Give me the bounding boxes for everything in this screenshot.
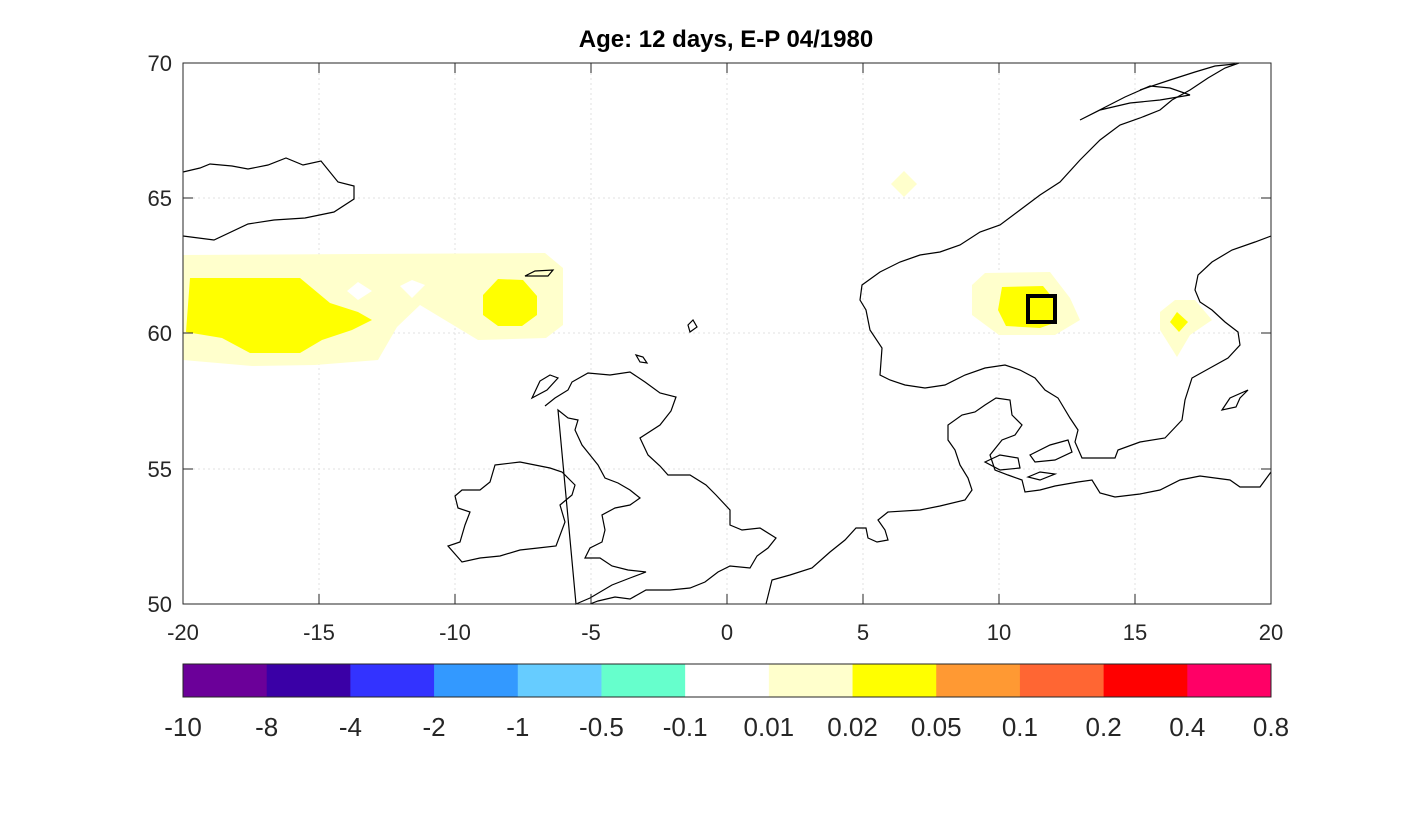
ireland-coast [446, 461, 576, 563]
map-title: Age: 12 days, E-P 04/1980 [578, 26, 874, 53]
colorbar-swatch [601, 664, 686, 697]
target-box-marker [1026, 294, 1057, 324]
colorbar-labels: -10 -8 -4 -2 -1 -0.5 -0.1 0.01 0.02 0.05 0.1 0.2 0.4… [164, 712, 1289, 742]
lolland-coast [1026, 471, 1058, 481]
y-tick-label: 65 [148, 186, 172, 211]
colorbar-frame [182, 663, 1272, 698]
gotland-coast [1220, 389, 1249, 411]
colorbar-label: 0.4 [1169, 712, 1205, 742]
x-tick-label: 10 [987, 620, 1011, 645]
continent-coast [765, 397, 1272, 605]
x-tick-label: -15 [303, 620, 335, 645]
colorbar-swatch [685, 664, 770, 697]
contour-light-sweden [1160, 300, 1212, 357]
colorbar-label: 0.2 [1086, 712, 1122, 742]
colorbar-swatch [517, 664, 602, 697]
zealand-coast [1029, 439, 1073, 463]
x-tick-labels: -20 -15 -10 -5 0 5 10 15 20 [167, 620, 1283, 645]
arctic-island-coast [1139, 63, 1236, 91]
colorbar-label: -0.1 [663, 712, 708, 742]
contour-white-gap-1 [347, 282, 372, 300]
shetland-coast [687, 319, 698, 333]
lofoten-coast [1079, 85, 1191, 121]
colorbar-label: -2 [423, 712, 446, 742]
contour-yellow-west [186, 278, 372, 353]
colorbar-label: -10 [164, 712, 202, 742]
y-tick-label: 60 [148, 321, 172, 346]
colorbar-swatch [936, 664, 1021, 697]
contour-yellow-sweden [1170, 312, 1188, 332]
colorbar-label: 0.05 [911, 712, 962, 742]
colorbar-swatch [1103, 664, 1188, 697]
x-tick-label: 0 [721, 620, 733, 645]
y-tick-label: 50 [148, 592, 172, 617]
colorbar-label: 0.1 [1002, 712, 1038, 742]
x-tick-label: -10 [439, 620, 471, 645]
x-tick-label: 15 [1123, 620, 1147, 645]
faroe-coast [524, 269, 555, 277]
y-tick-labels: 70 65 60 55 50 [148, 51, 172, 617]
x-tick-label: 20 [1259, 620, 1283, 645]
denmark-island-coast [983, 454, 1021, 471]
contour-light-spot-norway [891, 171, 917, 197]
colorbar-swatch [183, 664, 268, 697]
colorbar-swatch [768, 664, 854, 697]
colorbar-swatch [1019, 664, 1105, 697]
x-tick-label: 5 [857, 620, 869, 645]
colorbar-label: 0.8 [1253, 712, 1289, 742]
x-tick-label: -20 [167, 620, 199, 645]
hebrides-coast [530, 374, 560, 400]
colorbar-swatch [434, 664, 519, 697]
coastlines [182, 62, 1272, 605]
x-tick-label: -5 [581, 620, 601, 645]
colorbar-label: -8 [255, 712, 278, 742]
iceland-coast [182, 157, 355, 241]
tick-marks [183, 63, 1271, 604]
colorbar-label: 0.01 [744, 712, 795, 742]
colorbar [183, 664, 1272, 697]
colorbar-swatch [350, 664, 435, 697]
great-britain-coast [544, 371, 777, 605]
contour-white-gap-2 [400, 280, 425, 298]
y-tick-label: 55 [148, 457, 172, 482]
colorbar-label: 0.02 [827, 712, 878, 742]
colorbar-swatch [266, 664, 351, 697]
orkney-coast [634, 354, 649, 364]
y-tick-label: 70 [148, 51, 172, 76]
colorbar-swatch [852, 664, 937, 697]
colorbar-label: -1 [506, 712, 529, 742]
contour-yellow-central [483, 279, 537, 326]
scandinavia-coast [859, 62, 1272, 459]
colorbar-label: -0.5 [579, 712, 624, 742]
colorbar-swatch [1187, 664, 1272, 697]
colorbar-label: -4 [339, 712, 362, 742]
